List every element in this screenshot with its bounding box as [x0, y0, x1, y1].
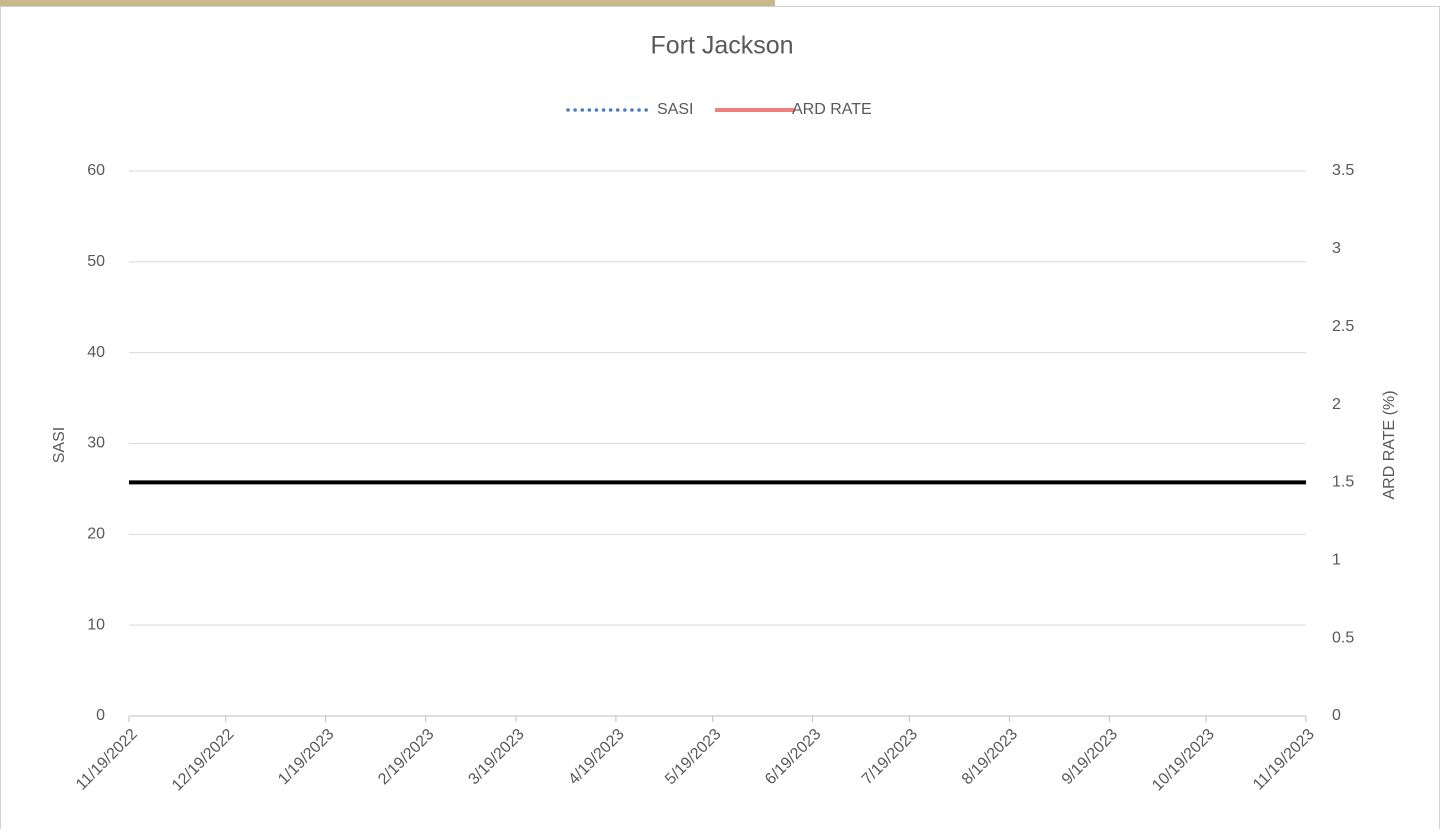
x-tick-label: 9/19/2023 — [1059, 726, 1121, 788]
y-tick-label: 20 — [87, 526, 105, 543]
y2-tick-label: 1 — [1332, 552, 1341, 569]
x-tick-label: 11/19/2022 — [73, 726, 141, 794]
y-tick-label: 40 — [87, 344, 105, 361]
y-tick-label: 30 — [87, 435, 105, 452]
x-tick-label: 5/19/2023 — [662, 726, 724, 788]
chart-border — [0, 6, 1440, 834]
y2-axis-title: ARD RATE (%) — [1381, 390, 1398, 499]
x-tick-label: 2/19/2023 — [375, 726, 437, 788]
y2-tick-label: 2 — [1332, 396, 1341, 413]
x-tick-label: 11/19/2023 — [1250, 726, 1318, 794]
x-tick-label: 10/19/2023 — [1149, 726, 1218, 795]
y2-tick-label: 3 — [1332, 240, 1341, 257]
legend-label: SASI — [657, 101, 693, 118]
x-tick-label: 4/19/2023 — [565, 726, 627, 788]
x-tick-label: 8/19/2023 — [959, 726, 1021, 788]
y-tick-label: 10 — [87, 616, 105, 633]
x-tick-label: 3/19/2023 — [465, 726, 527, 788]
legend-label: ARD RATE — [792, 101, 872, 118]
x-tick-label: 12/19/2022 — [169, 726, 238, 795]
y-tick-label: 60 — [87, 162, 105, 179]
y-axis-title: SASI — [51, 427, 68, 463]
y2-tick-label: 1.5 — [1332, 474, 1354, 491]
x-tick-label: 6/19/2023 — [762, 726, 824, 788]
y-tick-label: 0 — [96, 707, 105, 724]
x-tick-label: 7/19/2023 — [859, 726, 921, 788]
top-accent-bar — [0, 0, 775, 6]
y2-tick-label: 3.5 — [1332, 162, 1354, 179]
y-tick-label: 50 — [87, 253, 105, 270]
y2-tick-label: 2.5 — [1332, 318, 1354, 335]
chart-title: Fort Jackson — [650, 32, 793, 60]
y2-tick-label: 0.5 — [1332, 629, 1354, 646]
x-tick-label: 1/19/2023 — [275, 726, 337, 788]
y2-tick-label: 0 — [1332, 707, 1341, 724]
